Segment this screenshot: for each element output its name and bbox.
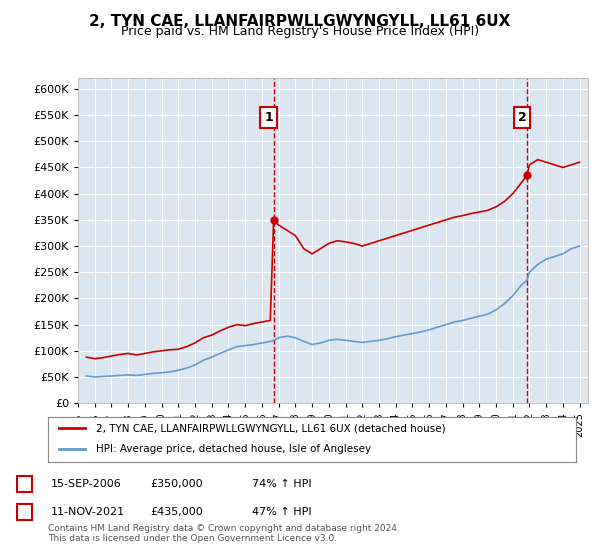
Text: 74% ↑ HPI: 74% ↑ HPI	[252, 479, 311, 489]
Text: 2, TYN CAE, LLANFAIRPWLLGWYNGYLL, LL61 6UX (detached house): 2, TYN CAE, LLANFAIRPWLLGWYNGYLL, LL61 6…	[95, 423, 445, 433]
Text: 1: 1	[264, 111, 273, 124]
Text: 2, TYN CAE, LLANFAIRPWLLGWYNGYLL, LL61 6UX: 2, TYN CAE, LLANFAIRPWLLGWYNGYLL, LL61 6…	[89, 14, 511, 29]
Text: 11-NOV-2021: 11-NOV-2021	[51, 507, 125, 517]
Text: 2: 2	[21, 507, 28, 517]
Text: 15-SEP-2006: 15-SEP-2006	[51, 479, 122, 489]
Text: 47% ↑ HPI: 47% ↑ HPI	[252, 507, 311, 517]
Text: Price paid vs. HM Land Registry's House Price Index (HPI): Price paid vs. HM Land Registry's House …	[121, 25, 479, 38]
Text: £435,000: £435,000	[150, 507, 203, 517]
Text: £350,000: £350,000	[150, 479, 203, 489]
Text: HPI: Average price, detached house, Isle of Anglesey: HPI: Average price, detached house, Isle…	[95, 445, 371, 455]
Text: Contains HM Land Registry data © Crown copyright and database right 2024.
This d: Contains HM Land Registry data © Crown c…	[48, 524, 400, 543]
Text: 2: 2	[518, 111, 526, 124]
Text: 1: 1	[21, 479, 28, 489]
